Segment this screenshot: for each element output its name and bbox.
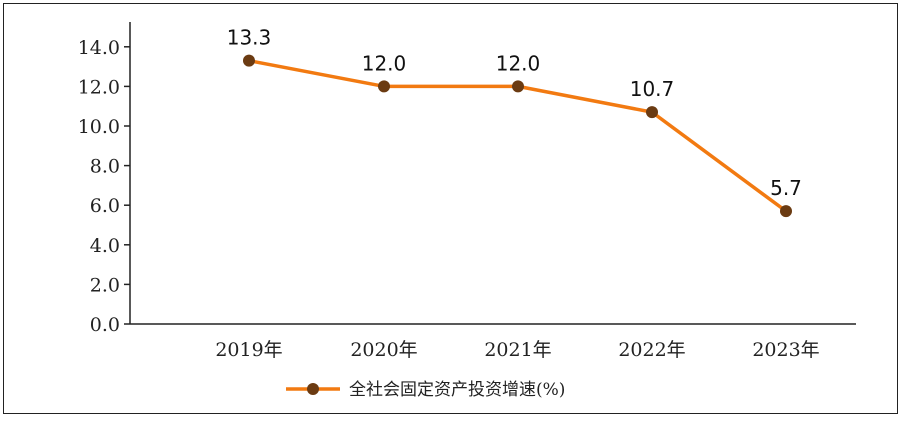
- data-label: 13.3: [227, 26, 272, 50]
- chart-frame: [3, 3, 898, 414]
- data-point-marker: [512, 80, 524, 93]
- y-tick-label: 14.0: [78, 37, 120, 59]
- data-label: 10.7: [630, 77, 675, 101]
- legend-label: 全社会固定资产投资增速(%): [349, 380, 565, 400]
- data-point-marker: [646, 106, 658, 119]
- x-tick-label: 2021年: [484, 339, 551, 361]
- data-label: 5.7: [770, 176, 802, 200]
- y-tick-label: 2.0: [90, 274, 120, 296]
- y-tick-label: 6.0: [90, 195, 120, 217]
- y-tick-label: 10.0: [78, 116, 120, 138]
- data-label: 12.0: [496, 51, 541, 75]
- legend: 全社会固定资产投资增速(%): [286, 380, 565, 400]
- data-point-marker: [780, 205, 792, 218]
- y-tick-label: 4.0: [90, 235, 120, 257]
- x-tick-label: 2022年: [618, 339, 685, 361]
- y-tick-label: 12.0: [78, 76, 120, 98]
- y-tick-label: 0.0: [90, 314, 120, 336]
- x-tick-label: 2019年: [215, 339, 282, 361]
- x-tick-label: 2020年: [350, 339, 417, 361]
- x-tick-label: 2023年: [752, 339, 819, 361]
- data-point-marker: [243, 54, 255, 67]
- data-point-marker: [378, 80, 390, 93]
- legend-marker-swatch: [307, 383, 319, 395]
- y-tick-label: 8.0: [90, 156, 120, 178]
- data-label: 12.0: [362, 51, 407, 75]
